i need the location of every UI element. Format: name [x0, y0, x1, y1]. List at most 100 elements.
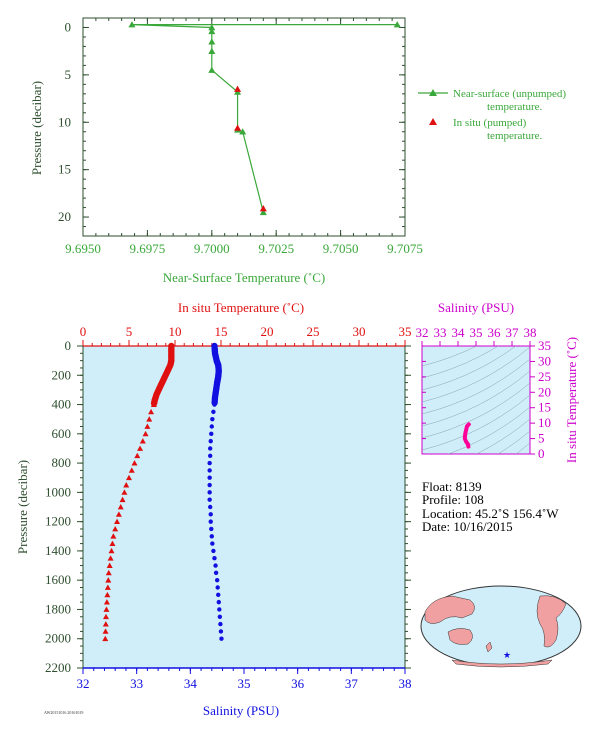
- top-x-tick-label: 9.7050: [323, 241, 359, 256]
- temperature-point: [150, 400, 158, 407]
- salinity-point: [211, 548, 216, 554]
- legend-marker-unpumped: [429, 89, 437, 96]
- salinity-point: [210, 416, 215, 422]
- top-y-tick-label: 15: [58, 162, 71, 177]
- salinity-tick-label: 35: [238, 676, 251, 691]
- salinity-point: [211, 399, 218, 406]
- temperature-point: [103, 606, 110, 612]
- pressure-tick-label: 1000: [45, 484, 71, 499]
- ts-sal-tick-label: 34: [452, 325, 466, 340]
- profile-plot-bg: [82, 345, 406, 669]
- top-series: [128, 21, 401, 216]
- temperature-point: [137, 445, 144, 451]
- salinity-point: [207, 468, 212, 473]
- temperature-point: [119, 496, 126, 503]
- salinity-point: [207, 497, 212, 502]
- salinity-point: [219, 636, 224, 641]
- density-contour: [422, 382, 530, 439]
- top-y-tick-label: 0: [65, 19, 72, 34]
- salinity-tick-label: 36: [291, 676, 305, 691]
- unpumped-point: [259, 208, 267, 216]
- top-x-tick-label: 9.7025: [258, 241, 294, 256]
- ts-temp-tick-label: 30: [538, 353, 551, 368]
- salinity-point: [214, 577, 220, 583]
- legend-pumped-line2: temperature.: [487, 130, 543, 142]
- salinity-point: [212, 556, 217, 561]
- salinity-point: [211, 409, 216, 415]
- density-contour: [422, 346, 477, 367]
- ts-salinity-label: Salinity (PSU): [438, 300, 514, 315]
- temperature-point: [103, 613, 109, 620]
- salinity-point: [218, 629, 224, 634]
- pressure-axis-ticks: 0 200 400 600 800 1000 1200 1400 1600 1800 2000 220…: [45, 338, 411, 675]
- temperature-profile: [102, 342, 175, 642]
- temperature-point: [114, 518, 121, 525]
- temperature-point: [123, 482, 130, 488]
- salinity-tick-label: 37: [345, 676, 359, 691]
- temperature-point: [131, 460, 138, 466]
- temperature-point: [105, 569, 112, 576]
- salinity-point: [209, 431, 214, 437]
- unpumped-point: [208, 38, 216, 45]
- top-y-tick-label: 5: [65, 67, 72, 82]
- pressure-tick-label: 2200: [45, 660, 71, 675]
- legend-pumped-line1: In situ (pumped): [453, 117, 527, 129]
- density-contour: [422, 394, 530, 451]
- temperature-point: [128, 467, 135, 473]
- pressure-tick-label: 1200: [45, 514, 71, 529]
- salinity-point: [207, 453, 213, 458]
- temp-tick-label: 25: [307, 324, 320, 339]
- legend-unpumped-line2: temperature.: [487, 101, 543, 113]
- profile-chart: 0 5 10 15 20 25 30 35 32 33 34 35 36 37 38 0 200 400 600…: [15, 300, 412, 718]
- density-contour: [475, 418, 530, 454]
- salinity-point: [208, 519, 213, 524]
- temp-tick-label: 15: [215, 324, 228, 339]
- temperature-point: [126, 474, 132, 481]
- salinity-point: [207, 490, 212, 495]
- top-y-tick-label: 10: [58, 114, 71, 129]
- map-land-antarctica: [451, 659, 553, 668]
- salinity-point: [209, 424, 214, 429]
- salinity-point: [207, 482, 212, 488]
- ts-plot-bg: [421, 345, 531, 455]
- temperature-point: [112, 525, 119, 532]
- temperature-point: [146, 416, 153, 422]
- top-x-tick-label: 9.6975: [130, 241, 166, 256]
- pressure-tick-label: 1800: [45, 601, 71, 616]
- salinity-point: [207, 460, 212, 466]
- top-x-ticks: 9.6950 9.6975 9.7000 9.7025 9.7050 9.7075: [65, 18, 423, 256]
- temperature-point: [110, 533, 117, 539]
- ts-sal-tick-label: 36: [488, 325, 502, 340]
- temperature-point: [105, 577, 112, 583]
- salinity-point: [213, 570, 219, 576]
- top-x-tick-label: 9.7075: [387, 241, 423, 256]
- top-y-ticks: 0 5 10 15 20: [58, 19, 405, 237]
- salinity-tick-label: 34: [184, 676, 198, 691]
- world-map: ★: [420, 585, 582, 668]
- pressure-axis-label: Pressure (decibar): [15, 460, 30, 554]
- density-contour: [422, 358, 530, 415]
- salinity-point: [210, 541, 215, 546]
- salinity-point: [216, 592, 221, 598]
- pressure-tick-label: 1600: [45, 572, 71, 587]
- unpumped-point: [128, 21, 136, 28]
- temperature-point: [102, 621, 109, 627]
- pressure-tick-label: 800: [52, 455, 72, 470]
- density-contour: [422, 370, 530, 427]
- density-contour: [447, 406, 530, 454]
- salinity-point: [207, 446, 213, 451]
- footer-code: AW20151016 20161019: [44, 710, 83, 715]
- salinity-point: [208, 512, 213, 517]
- float-info: Float: 8139 Profile: 108 Location: 45.2˚…: [422, 479, 559, 534]
- temperature-point: [106, 562, 113, 568]
- salinity-tick-label: 32: [77, 676, 90, 691]
- ts-temp-tick-label: 35: [538, 338, 551, 353]
- salinity-point: [208, 438, 213, 444]
- temp-tick-label: 30: [353, 324, 366, 339]
- temp-tick-label: 10: [169, 324, 182, 339]
- salinity-axis-ticks: 32 33 34 35 36 37 38: [77, 668, 412, 691]
- float-location-star-icon: ★: [503, 650, 511, 660]
- info-float: Float: 8139: [422, 479, 482, 494]
- pressure-tick-label: 2000: [45, 631, 71, 646]
